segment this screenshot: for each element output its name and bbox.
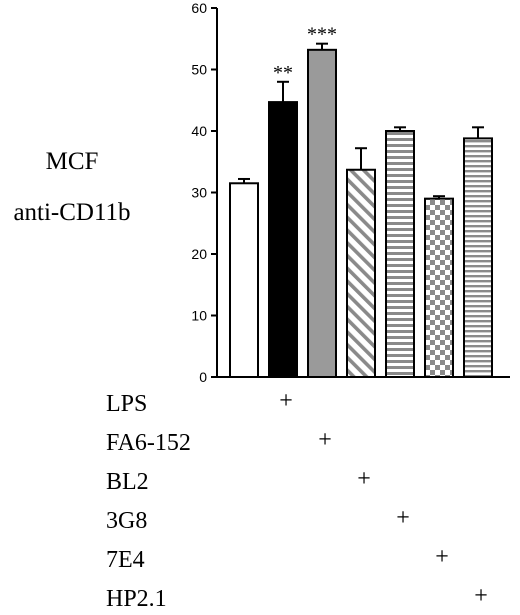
treatment-plus: + xyxy=(357,466,371,492)
y-tick-label: 0 xyxy=(199,369,207,385)
treatment-label: FA6-152 xyxy=(106,430,191,456)
treatment-plus: + xyxy=(474,583,488,609)
treatment-label: LPS xyxy=(106,391,147,417)
y-tick-label: 40 xyxy=(191,123,207,139)
y-tick-label: 30 xyxy=(191,185,207,201)
treatment-label: HP2.1 xyxy=(106,586,167,612)
y-axis: 0 10 20 30 40 50 60 xyxy=(191,0,510,385)
significance-label: *** xyxy=(307,24,337,46)
bar xyxy=(463,137,493,378)
y-tick-label: 60 xyxy=(191,0,207,16)
y-tick-label: 50 xyxy=(191,62,207,78)
treatment-table: LPS + FA6-152 + BL2 +3G8 +7E4 + HP2.1 + xyxy=(106,388,488,612)
y-tick-label: 20 xyxy=(191,246,207,262)
y-axis-label-line1: MCF xyxy=(46,148,99,175)
treatment-plus: + xyxy=(318,427,332,453)
significance-label: ** xyxy=(273,62,293,84)
treatment-label: 7E4 xyxy=(106,547,145,573)
treatment-label: 3G8 xyxy=(106,508,147,534)
treatment-plus: + xyxy=(396,505,410,531)
y-tick-label: 10 xyxy=(191,308,207,324)
treatment-plus: + xyxy=(279,388,293,414)
bar xyxy=(307,48,337,378)
bar xyxy=(385,130,415,378)
bar xyxy=(268,101,298,378)
bar xyxy=(229,182,259,378)
bar xyxy=(346,168,376,378)
treatment-plus: + xyxy=(435,544,449,570)
y-axis-label-line2: anti-CD11b xyxy=(13,199,130,226)
bar xyxy=(424,197,454,378)
treatment-label: BL2 xyxy=(106,469,149,495)
bars: ***** xyxy=(229,24,493,378)
